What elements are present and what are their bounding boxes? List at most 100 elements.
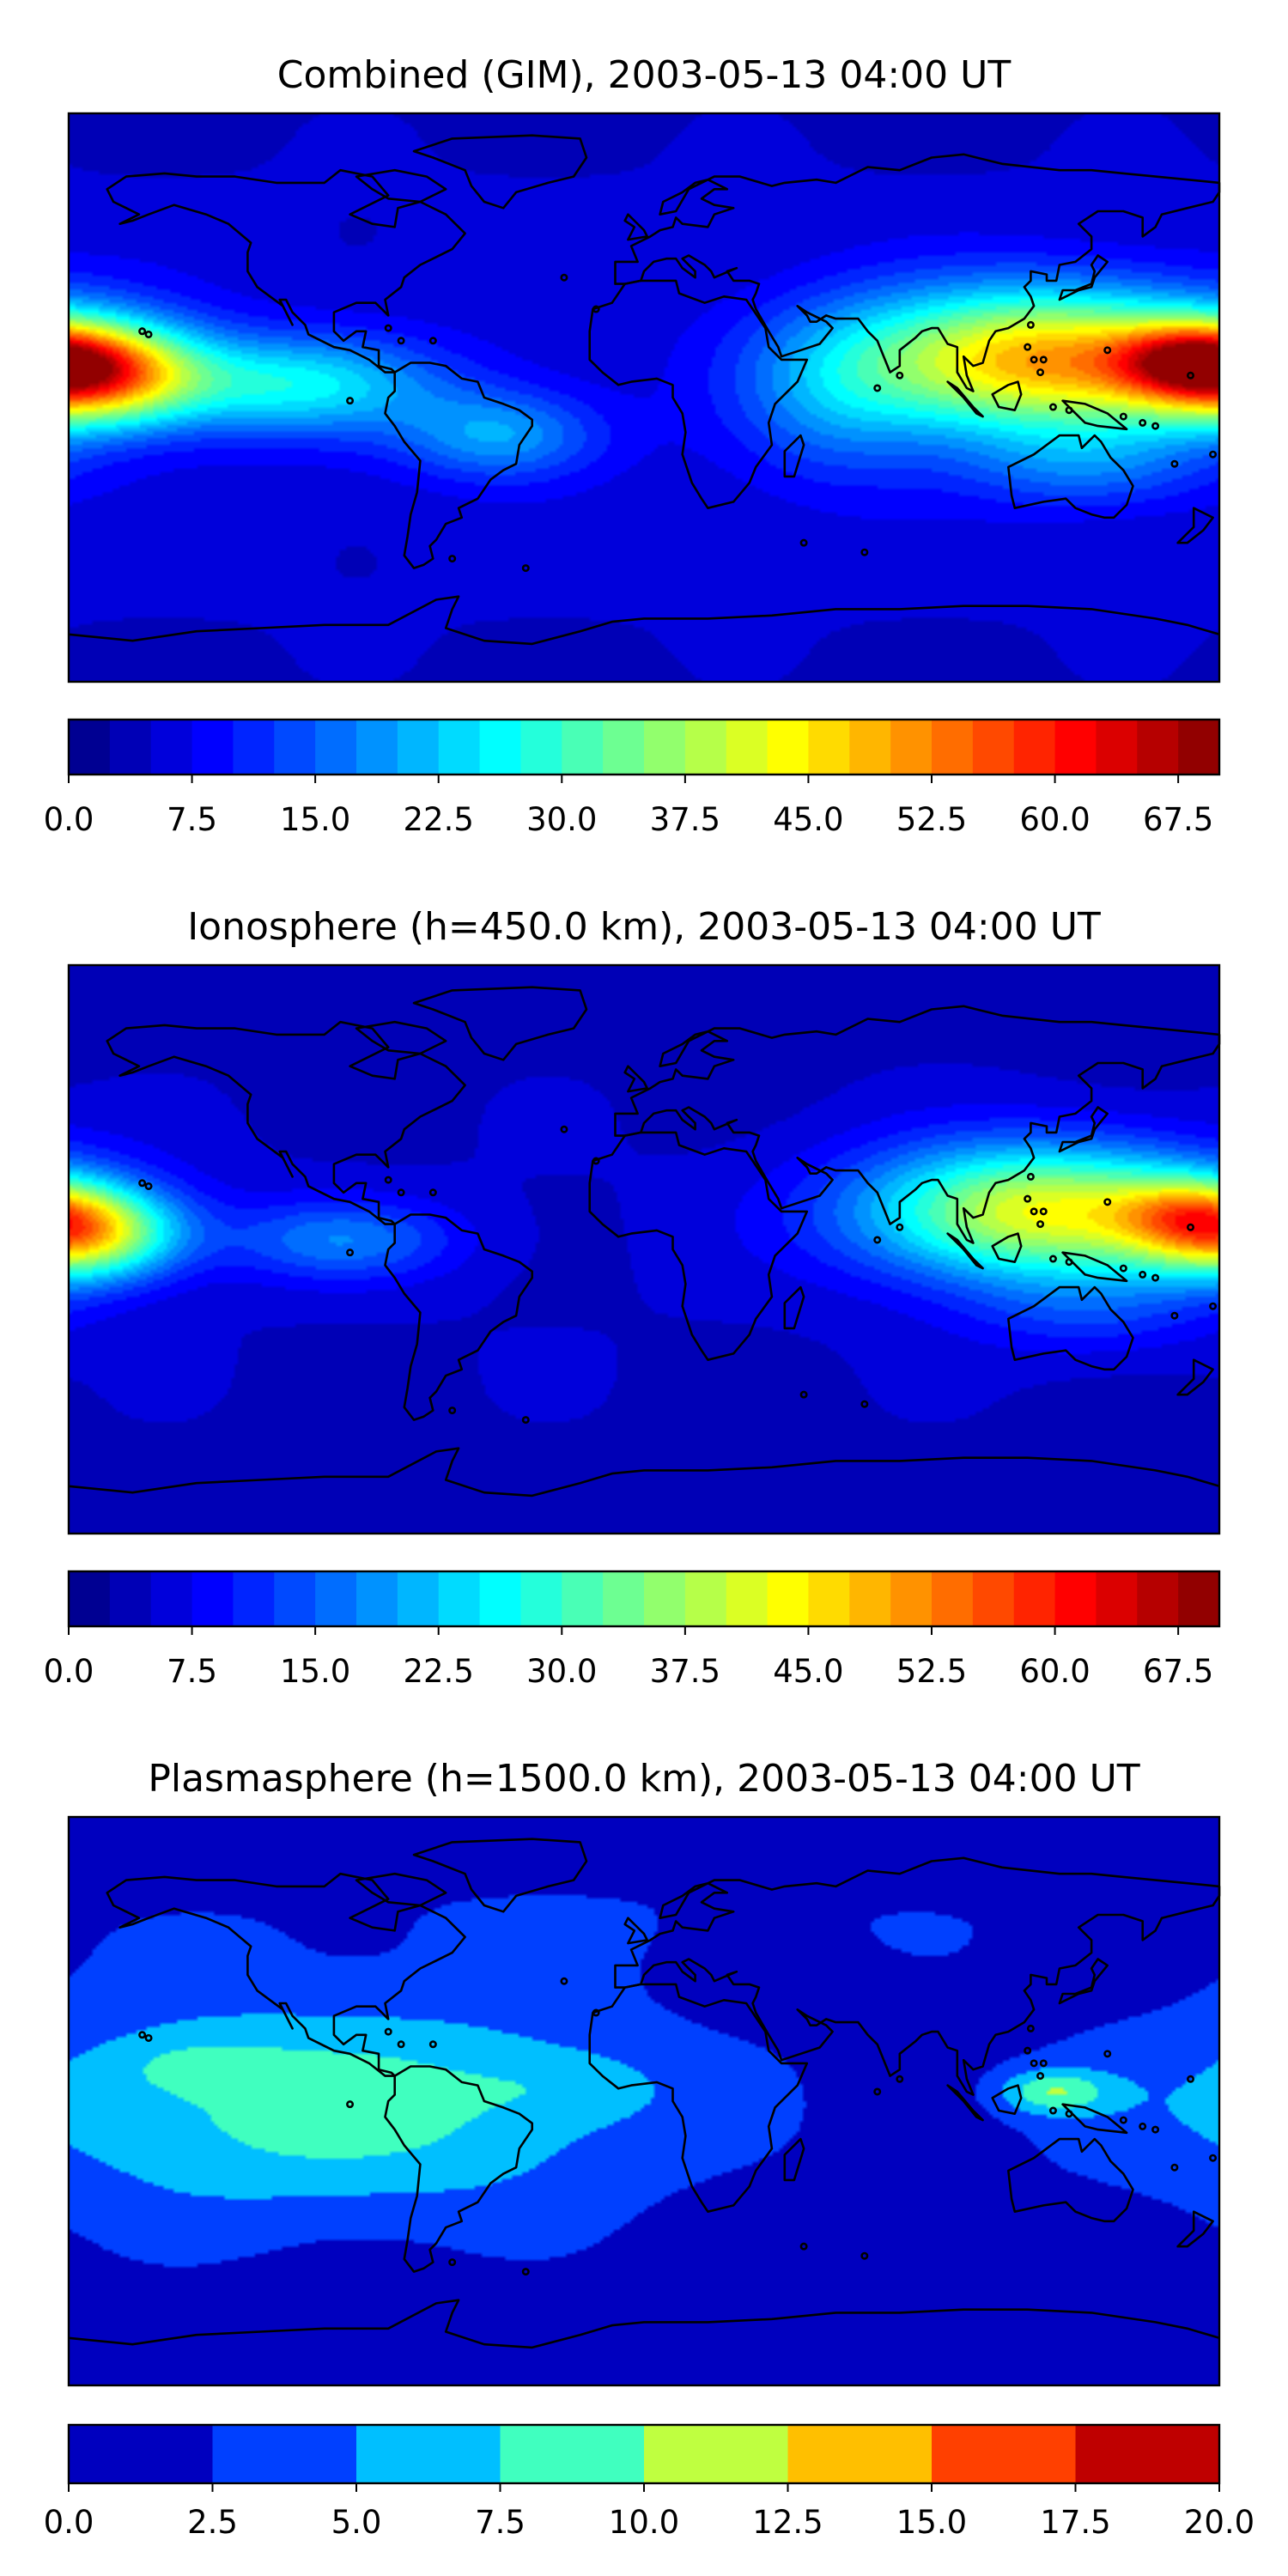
island-outline [448,1406,457,1415]
colorbar-level [1137,1571,1179,1626]
colorbar-tick-label: 52.5 [896,1653,967,1690]
island-outline [1139,2122,1147,2130]
coastline-south-america [384,1213,534,1421]
island-outline [1151,422,1160,430]
colorbar-level [1075,2425,1220,2483]
coastline-new-guinea [1061,2103,1128,2135]
colorbar-level [603,1571,645,1626]
island-outline [1119,412,1127,421]
island-outline [1036,368,1045,377]
island-outline [1024,1194,1032,1203]
colorbar-level [603,720,645,775]
island-outline [1030,1207,1038,1216]
colorbar-tick-label: 7.5 [167,801,217,838]
island-outline [428,337,437,345]
panel-title: Plasmasphere (h=1500.0 km), 2003-05-13 0… [148,1757,1139,1801]
island-outline [1030,355,1038,364]
colorbar-tick-label: 67.5 [1143,1653,1213,1690]
island-outline [397,337,405,345]
panel-2: Ionosphere (h=450.0 km), 2003-05-13 04:0… [44,905,1221,1690]
coastline-africa [588,1131,809,1361]
island-outline [1024,2046,1032,2055]
colorbar-tick-label: 0.0 [44,2504,94,2541]
colorbar-level [1096,720,1138,775]
colorbar-tick-label: 30.0 [526,1653,597,1690]
colorbar-level [356,2425,501,2483]
colorbar-tick-label: 10.0 [609,2504,679,2541]
colorbar-tick-label: 17.5 [1040,2504,1110,2541]
colorbar-level [644,720,686,775]
coastline-borneo [991,1232,1023,1263]
map-frame [67,1815,1221,2387]
colorbar-level [932,720,974,775]
coastline-new-zealand [1176,507,1214,544]
island-outline [428,1188,437,1197]
island-outline [384,2027,392,2036]
coastline-new-zealand [1176,2210,1214,2248]
island-outline [1170,1311,1179,1320]
colorbar-level [274,720,316,775]
coastline-eurasia [614,1005,1221,1244]
island-outline [346,1249,355,1257]
colorbar-tick-label: 2.5 [187,2504,238,2541]
colorbar-tick-label: 22.5 [404,1653,474,1690]
colorbar-level [1054,1571,1097,1626]
colorbar-level [1013,720,1056,775]
colorbar-tick-label: 15.0 [280,801,350,838]
island-outline [384,1176,392,1184]
island-outline [860,1400,869,1408]
coastline-antarctica-coast [68,595,1220,646]
colorbar-tick-label: 60.0 [1019,1653,1090,1690]
coastline-uk [623,213,649,241]
island-outline [1026,1172,1035,1181]
island-outline [896,2075,904,2083]
island-outline [138,1179,147,1188]
coastline-japan [1058,254,1109,301]
colorbar: 0.0 7.5 15.0 22.5 30.0 37.5 45.0 52.5 60.0 67.5 [44,718,1221,838]
island-outline [873,2087,882,2096]
island-outline [799,2242,808,2251]
coastline-antarctica-coast [68,2299,1220,2349]
colorbar-level [849,1571,891,1626]
field-heatmap [69,965,1219,1534]
island-outline [448,555,457,563]
colorbar-level [644,1571,686,1626]
island-outline [560,273,568,282]
colorbar-frame [67,718,1221,776]
island-outline [1065,1258,1073,1267]
colorbar-level [397,1571,440,1626]
colorbar-tick-label: 60.0 [1019,801,1090,838]
island-outline [1036,2072,1045,2081]
colorbar-level [212,2425,357,2483]
island-outline [138,2031,147,2039]
colorbar-tick-label: 37.5 [650,801,720,838]
colorbar-level [274,1571,316,1626]
colorbar-level [520,1571,562,1626]
island-outline [1139,418,1147,427]
island-outline [397,1188,405,1197]
colorbar-level [479,720,522,775]
island-outline [1151,1273,1160,1282]
field-heatmap [69,113,1219,682]
colorbar-level [684,1571,727,1626]
colorbar-tick-label: 7.5 [167,1653,217,1690]
island-outline [521,2268,530,2276]
island-outline [1170,2163,1179,2172]
coastline-baffin [355,1872,447,1907]
island-outline [592,305,600,313]
island-outline [1065,406,1073,415]
colorbar-level [787,2425,933,2483]
field-heatmap [69,1817,1219,2385]
island-outline [1065,2110,1073,2118]
colorbar-tick-label: 37.5 [650,1653,720,1690]
colorbar-tick-label: 15.0 [280,1653,350,1690]
colorbar-level [808,720,850,775]
coastline-uk [623,1917,649,1945]
island-outline [1026,320,1035,329]
island-outline [873,384,882,392]
island-outline [138,327,147,336]
island-outline [1103,1198,1112,1206]
colorbar-level [684,720,727,775]
island-outline [1209,450,1218,459]
island-outline [346,2100,355,2109]
